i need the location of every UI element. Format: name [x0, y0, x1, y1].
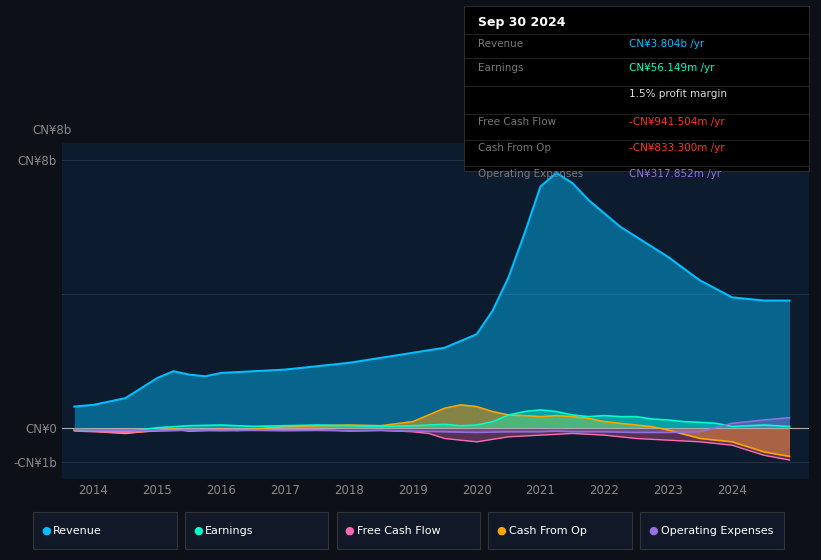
Text: Revenue: Revenue — [53, 526, 102, 536]
Text: ●: ● — [345, 526, 355, 536]
Text: CN¥8b: CN¥8b — [33, 124, 72, 137]
Text: Free Cash Flow: Free Cash Flow — [478, 117, 556, 127]
Text: Operating Expenses: Operating Expenses — [478, 169, 583, 179]
Text: Revenue: Revenue — [478, 39, 523, 49]
Text: ●: ● — [497, 526, 507, 536]
Text: CN¥3.804b /yr: CN¥3.804b /yr — [630, 39, 704, 49]
Text: 1.5% profit margin: 1.5% profit margin — [630, 89, 727, 99]
Text: ●: ● — [193, 526, 203, 536]
Text: Sep 30 2024: Sep 30 2024 — [478, 16, 565, 29]
Text: Earnings: Earnings — [205, 526, 254, 536]
Text: Earnings: Earnings — [478, 63, 523, 73]
Text: CN¥317.852m /yr: CN¥317.852m /yr — [630, 169, 722, 179]
Text: CN¥56.149m /yr: CN¥56.149m /yr — [630, 63, 715, 73]
Text: Free Cash Flow: Free Cash Flow — [357, 526, 441, 536]
Text: ●: ● — [649, 526, 658, 536]
Text: -CN¥833.300m /yr: -CN¥833.300m /yr — [630, 143, 725, 153]
Text: ●: ● — [41, 526, 51, 536]
Text: Cash From Op: Cash From Op — [509, 526, 587, 536]
Text: Operating Expenses: Operating Expenses — [661, 526, 773, 536]
Text: Cash From Op: Cash From Op — [478, 143, 551, 153]
Text: -CN¥941.504m /yr: -CN¥941.504m /yr — [630, 117, 725, 127]
